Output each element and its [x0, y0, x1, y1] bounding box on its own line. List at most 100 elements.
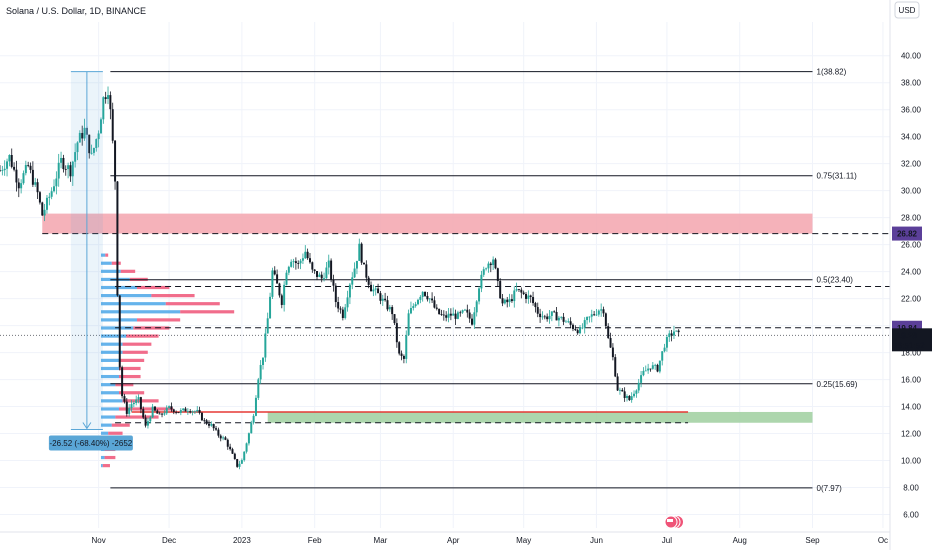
price-range-measure[interactable]: -26.52 (-68.40%) -2652 — [48, 71, 133, 451]
y-tick-label: 12.00 — [901, 430, 922, 439]
candle-down — [496, 268, 499, 282]
candle-down — [604, 313, 607, 327]
candles — [0, 86, 680, 470]
candle-up — [132, 402, 135, 405]
candle-up — [287, 266, 290, 273]
candle-down — [280, 295, 283, 305]
candle-up — [83, 127, 86, 139]
candle-down — [341, 309, 344, 319]
candle-up — [583, 320, 586, 328]
candle-down — [522, 292, 525, 294]
candle-down — [0, 170, 1, 172]
candle-up — [269, 296, 272, 319]
candle-down — [494, 259, 497, 269]
vp-down-bar — [165, 302, 220, 306]
x-tick-label: Sep — [805, 536, 820, 545]
candle-down — [121, 367, 124, 397]
currency-button-frame[interactable] — [894, 1, 920, 19]
candle-up — [600, 309, 603, 311]
candle-down — [332, 279, 335, 286]
candle-up — [22, 173, 25, 184]
candle-down — [398, 342, 401, 354]
candle-up — [283, 284, 286, 305]
candle-down — [177, 412, 180, 414]
currency-button[interactable]: USD — [899, 6, 916, 15]
candle-down — [539, 313, 542, 318]
candle-down — [433, 300, 436, 308]
vp-up-bar — [100, 399, 123, 403]
candle-down — [536, 307, 539, 314]
candle-down — [200, 412, 203, 421]
candle-up — [163, 413, 166, 415]
candle-down — [438, 308, 441, 315]
grid — [0, 22, 890, 528]
x-tick-label: Feb — [308, 536, 322, 545]
candle-down — [62, 157, 65, 170]
candle-up — [149, 417, 152, 422]
candle-up — [625, 395, 628, 398]
vp-down-bar — [118, 391, 145, 395]
candle-up — [637, 382, 640, 391]
header: Solana / U.S. Dollar, 1D, BINANCE USD — [6, 1, 920, 19]
candle-up — [513, 290, 516, 302]
vp-up-bar — [100, 302, 166, 306]
vp-down-bar — [102, 464, 110, 468]
candle-up — [560, 316, 563, 318]
fibonacci-retracement[interactable]: 1(38.82) 0.75(31.11) 0.5(23.40) 0.25(15.69)… — [110, 68, 858, 493]
candle-down — [31, 169, 34, 185]
candle-down — [377, 288, 380, 294]
candle-down — [170, 406, 173, 410]
candle-up — [416, 299, 419, 305]
candle-down — [88, 134, 91, 154]
vp-up-bar — [100, 334, 127, 338]
candle-up — [586, 316, 589, 321]
candle-up — [635, 390, 638, 394]
candle-up — [299, 260, 302, 264]
vp-down-bar — [115, 415, 159, 419]
candle-up — [45, 197, 48, 210]
candle-down — [278, 283, 281, 296]
flag-icon[interactable] — [664, 515, 683, 529]
candle-down — [205, 420, 208, 424]
candle-up — [24, 164, 27, 174]
candle-up — [508, 299, 511, 303]
candle-down — [384, 298, 387, 301]
vp-down-bar — [118, 407, 173, 411]
candle-down — [525, 293, 528, 299]
candle-down — [189, 411, 192, 413]
candle-up — [447, 313, 450, 318]
candle-up — [34, 182, 37, 185]
vp-down-bar — [126, 334, 159, 338]
y-tick-label: 30.00 — [901, 187, 922, 196]
candle-up — [48, 196, 51, 198]
candle-up — [90, 152, 93, 154]
y-tick-label: 14.00 — [901, 403, 922, 412]
candle-up — [43, 209, 46, 216]
candle-down — [546, 316, 549, 320]
measure-label-bg — [48, 435, 133, 451]
candle-up — [527, 295, 530, 299]
vp-down-bar — [136, 318, 181, 322]
candle-down — [602, 309, 605, 314]
candle-up — [478, 288, 481, 302]
candle-up — [168, 406, 171, 408]
candle-up — [564, 321, 567, 323]
candle-down — [38, 192, 41, 203]
candle-down — [543, 316, 546, 318]
candle-up — [325, 267, 328, 279]
y-tick-label: 18.00 — [901, 349, 922, 358]
horizontal-levels[interactable] — [0, 233, 890, 424]
candle-down — [109, 95, 112, 110]
candle-up — [130, 404, 133, 408]
candle-down — [334, 285, 337, 303]
candle-up — [644, 370, 647, 372]
x-tick-label: Oc — [878, 536, 888, 545]
candle-up — [463, 309, 466, 311]
candle-down — [426, 295, 429, 300]
candle-up — [285, 272, 288, 285]
candle-down — [614, 357, 617, 377]
candle-up — [191, 411, 194, 413]
candle-down — [593, 314, 596, 316]
